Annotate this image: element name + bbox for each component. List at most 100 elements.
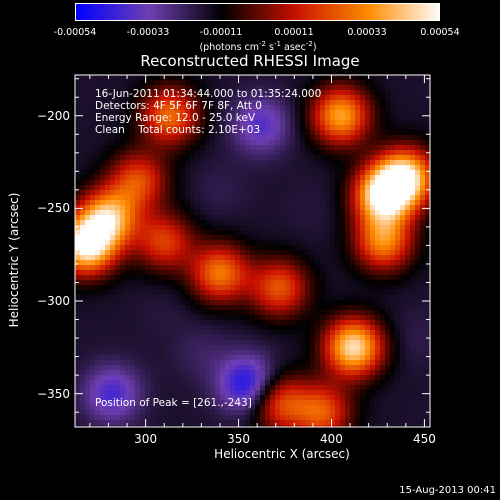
heatmap-cell — [240, 95, 246, 101]
heatmap-cell — [165, 85, 171, 91]
heatmap-cell — [370, 140, 376, 146]
heatmap-cell — [200, 280, 206, 286]
heatmap-cell — [400, 255, 406, 261]
heatmap-cell — [320, 345, 326, 351]
heatmap-cell — [245, 235, 251, 241]
heatmap-cell — [320, 305, 326, 311]
heatmap-cell — [185, 380, 191, 386]
heatmap-cell — [110, 185, 116, 191]
heatmap-cell — [140, 255, 146, 261]
heatmap-cell — [305, 265, 311, 271]
heatmap-cell — [300, 385, 306, 391]
heatmap-cell — [150, 280, 156, 286]
heatmap-cell — [340, 150, 346, 156]
heatmap-cell — [285, 350, 291, 356]
heatmap-cell — [335, 185, 341, 191]
heatmap-cell — [225, 165, 231, 171]
heatmap-cell — [410, 385, 416, 391]
heatmap-cell — [350, 115, 356, 121]
heatmap-cell — [295, 300, 301, 306]
heatmap-cell — [135, 370, 141, 376]
heatmap-cell — [330, 120, 336, 126]
heatmap-cell — [235, 105, 241, 111]
heatmap-cell — [185, 280, 191, 286]
heatmap-cell — [180, 185, 186, 191]
heatmap-cell — [365, 340, 371, 346]
heatmap-cell — [255, 180, 261, 186]
heatmap-cell — [130, 120, 136, 126]
heatmap-cell — [75, 195, 81, 201]
heatmap-cell — [400, 160, 406, 166]
heatmap-cell — [170, 250, 176, 256]
heatmap-cell — [115, 75, 121, 81]
heatmap-cell — [350, 165, 356, 171]
heatmap-cell — [375, 195, 381, 201]
heatmap-cell — [275, 295, 281, 301]
heatmap-cell — [170, 265, 176, 271]
heatmap-cell — [220, 410, 226, 416]
heatmap-cell — [425, 380, 430, 386]
heatmap-cell — [115, 230, 121, 236]
heatmap-cell — [375, 100, 381, 106]
heatmap-cell — [135, 215, 141, 221]
heatmap-cell — [255, 205, 261, 211]
heatmap-cell — [85, 165, 91, 171]
heatmap-cell — [200, 125, 206, 131]
heatmap-cell — [390, 345, 396, 351]
heatmap-cell — [135, 255, 141, 261]
heatmap-cell — [295, 230, 301, 236]
heatmap-cell — [325, 165, 331, 171]
heatmap-cell — [90, 170, 96, 176]
heatmap-cell — [400, 90, 406, 96]
heatmap-cell — [280, 150, 286, 156]
heatmap-cell — [145, 160, 151, 166]
heatmap-cell — [415, 330, 421, 336]
heatmap-cell — [420, 150, 426, 156]
heatmap-cell — [100, 310, 106, 316]
heatmap-cell — [85, 135, 91, 141]
heatmap-cell — [145, 315, 151, 321]
heatmap-cell — [420, 125, 426, 131]
heatmap-cell — [150, 205, 156, 211]
heatmap-cell — [420, 105, 426, 111]
heatmap-cell — [420, 85, 426, 91]
heatmap-cell — [135, 290, 141, 296]
heatmap-cell — [305, 205, 311, 211]
heatmap-cell — [140, 405, 146, 411]
heatmap-cell — [130, 95, 136, 101]
heatmap-cell — [400, 120, 406, 126]
heatmap-cell — [335, 420, 341, 426]
heatmap-cell — [300, 395, 306, 401]
heatmap-cell — [270, 420, 276, 426]
heatmap-cell — [320, 325, 326, 331]
heatmap-cell — [240, 350, 246, 356]
heatmap-cell — [215, 395, 221, 401]
heatmap-cell — [255, 340, 261, 346]
heatmap-cell — [75, 210, 81, 216]
heatmap-cell — [410, 280, 416, 286]
heatmap-cell — [350, 300, 356, 306]
heatmap-cell — [310, 325, 316, 331]
heatmap-cell — [405, 295, 411, 301]
heatmap-cell — [305, 180, 311, 186]
heatmap-cell — [215, 285, 221, 291]
heatmap-cell — [415, 210, 421, 216]
heatmap-cell — [360, 360, 366, 366]
heatmap-cell — [140, 90, 146, 96]
heatmap-cell — [225, 135, 231, 141]
heatmap-cell — [160, 315, 166, 321]
heatmap-cell — [80, 325, 86, 331]
heatmap-cell — [270, 95, 276, 101]
heatmap-cell — [420, 305, 426, 311]
heatmap-cell — [275, 235, 281, 241]
heatmap-cell — [165, 210, 171, 216]
heatmap-cell — [140, 205, 146, 211]
heatmap-cell — [340, 360, 346, 366]
heatmap-cell — [250, 415, 256, 421]
heatmap-cell — [420, 115, 426, 121]
heatmap-cell — [180, 325, 186, 331]
heatmap-cell — [295, 185, 301, 191]
heatmap-cell — [405, 385, 411, 391]
heatmap-cell — [250, 360, 256, 366]
heatmap-cell — [310, 165, 316, 171]
